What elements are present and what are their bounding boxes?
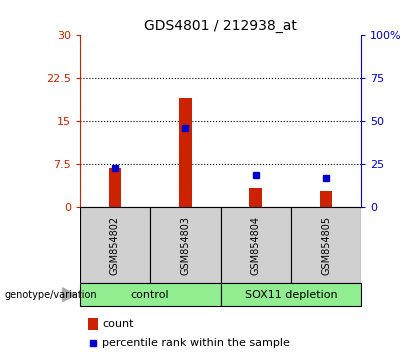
Bar bbox=[291, 207, 361, 283]
Text: control: control bbox=[131, 290, 169, 300]
Bar bbox=[80, 207, 150, 283]
Title: GDS4801 / 212938_at: GDS4801 / 212938_at bbox=[144, 19, 297, 33]
Text: SOX11 depletion: SOX11 depletion bbox=[244, 290, 337, 300]
Text: GSM854802: GSM854802 bbox=[110, 216, 120, 275]
Bar bbox=[249, 188, 262, 207]
Text: genotype/variation: genotype/variation bbox=[4, 290, 97, 300]
Bar bbox=[220, 283, 361, 306]
Bar bbox=[109, 168, 121, 207]
Bar bbox=[320, 191, 332, 207]
Text: percentile rank within the sample: percentile rank within the sample bbox=[102, 338, 290, 348]
Bar bbox=[220, 207, 291, 283]
Text: GSM854803: GSM854803 bbox=[180, 216, 190, 275]
Text: GSM854805: GSM854805 bbox=[321, 216, 331, 275]
Bar bbox=[88, 318, 98, 330]
Text: count: count bbox=[102, 319, 134, 329]
Text: GSM854804: GSM854804 bbox=[251, 216, 261, 275]
Bar bbox=[80, 283, 220, 306]
Polygon shape bbox=[63, 288, 76, 302]
Bar bbox=[179, 98, 192, 207]
Bar bbox=[150, 207, 220, 283]
